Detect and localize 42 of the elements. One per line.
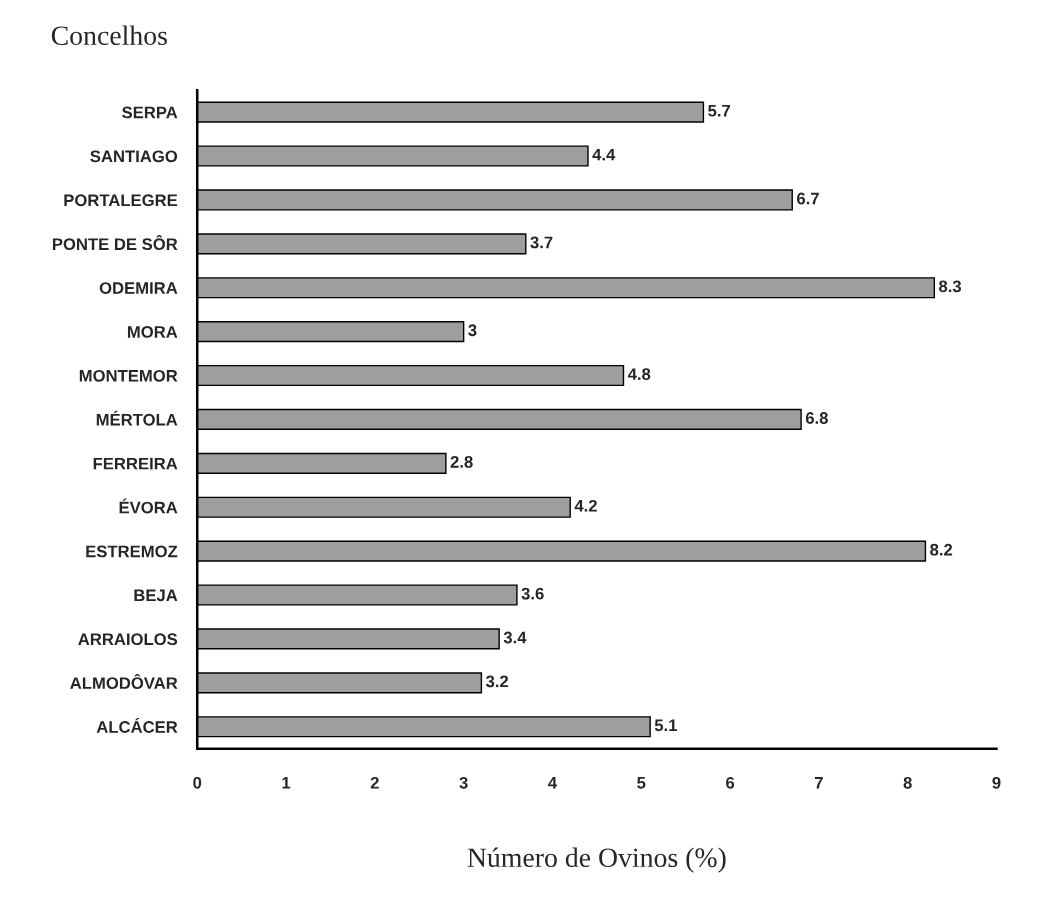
- x-axis-title: Número de Ovinos (%): [467, 847, 726, 873]
- y-tick-label: ÉVORA: [119, 498, 178, 514]
- y-tick-label: ALMODÔVAR: [70, 673, 178, 690]
- data-label: 4.8: [627, 368, 651, 381]
- x-tick-label: 3: [459, 776, 468, 789]
- x-tick-label: 1: [282, 777, 291, 789]
- data-label: 4.2: [574, 499, 597, 512]
- y-axis-title: Concelhos: [51, 25, 167, 46]
- x-tick-label: 5: [637, 777, 646, 789]
- y-tick-label: MORA: [127, 326, 178, 338]
- y-tick-label: SANTIAGO: [90, 150, 178, 163]
- x-tick-label: 2: [370, 776, 379, 789]
- y-tick-label: SERPA: [122, 106, 178, 119]
- x-tick-label: 8: [903, 776, 912, 789]
- data-label: 3.4: [503, 631, 527, 644]
- data-label: 8.2: [930, 543, 953, 556]
- data-label: 6.7: [797, 192, 819, 205]
- y-tick-label: ODEMIRA: [99, 282, 178, 294]
- data-label: 3.7: [530, 236, 553, 249]
- data-label: 4.4: [592, 148, 616, 161]
- data-label: 2.8: [450, 456, 473, 468]
- y-tick-label: MONTEMOR: [79, 369, 178, 382]
- y-tick-label: ALCÁCER: [96, 717, 178, 733]
- data-label: 5.1: [654, 719, 678, 732]
- y-tick-label: BEJA: [134, 589, 178, 602]
- y-tick-label: MÉRTOLA: [96, 410, 178, 426]
- data-label: 6.8: [805, 412, 828, 424]
- x-tick-label: 9: [992, 776, 1001, 789]
- y-tick-label: FERREIRA: [93, 457, 178, 470]
- y-tick-label: PORTALEGRE: [64, 194, 178, 207]
- x-tick-label: 0: [193, 776, 202, 789]
- x-tick-label: 6: [726, 776, 735, 789]
- y-tick-label: ESTREMOZ: [86, 545, 178, 558]
- data-label: 8.3: [939, 280, 962, 293]
- data-label: 5.7: [708, 104, 731, 117]
- y-tick-label: ARRAIOLOS: [78, 633, 178, 646]
- y-tick-label: PONTE DE SÔR: [52, 234, 178, 251]
- data-label: 3: [468, 324, 477, 337]
- data-label: 3.2: [485, 675, 509, 688]
- x-tick-label: 4: [548, 777, 557, 789]
- data-label: 3.6: [521, 587, 544, 600]
- x-tick-label: 7: [814, 777, 823, 789]
